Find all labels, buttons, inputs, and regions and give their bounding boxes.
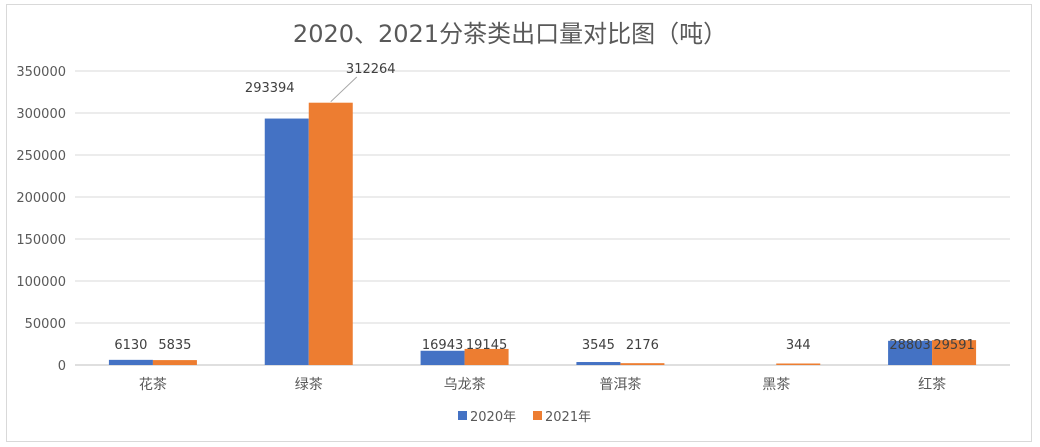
data-label: 6130: [114, 338, 147, 353]
bar: [420, 350, 465, 365]
legend-entry: 2020年: [470, 410, 516, 425]
bar: [776, 363, 821, 365]
data-label: 29591: [933, 338, 974, 353]
y-tick-label: 300000: [16, 107, 66, 122]
x-category-label: 乌龙茶: [444, 377, 486, 393]
data-label: 344: [786, 338, 811, 353]
data-label: 28803: [889, 338, 930, 353]
gridlines: [75, 70, 1010, 366]
legend-swatch: [533, 411, 542, 420]
y-tick-label: 50000: [25, 317, 66, 332]
data-label: 16943: [422, 338, 463, 353]
bar: [264, 118, 309, 365]
bar: [152, 360, 197, 365]
bar: [308, 102, 353, 365]
legend-entry: 2021年: [545, 410, 591, 425]
y-axis-ticks: 0 50000 100000 150000 200000 250000 300000 3500…: [16, 65, 66, 374]
data-labels: 6130 5835 293394 312264 16943 19145 3545 2176 34…: [114, 62, 974, 353]
data-label: 19145: [466, 338, 507, 353]
y-tick-label: 0: [58, 359, 66, 374]
y-tick-label: 200000: [16, 191, 66, 206]
bar: [932, 340, 977, 365]
data-label: 5835: [158, 338, 191, 353]
bar: [576, 362, 621, 365]
x-category-label: 普洱茶: [599, 377, 641, 393]
y-tick-label: 250000: [16, 149, 66, 164]
data-label: 3545: [582, 338, 615, 353]
y-tick-label: 350000: [16, 65, 66, 80]
chart-frame: [6, 4, 1032, 442]
x-category-label: 绿茶: [295, 377, 323, 393]
data-label: 293394: [245, 81, 295, 96]
leader-line: [330, 76, 358, 103]
y-tick-label: 150000: [16, 233, 66, 248]
x-category-label: 红茶: [918, 377, 946, 393]
bar: [620, 363, 665, 365]
chart-title: 2020、2021分茶类出口量对比图（吨）: [293, 20, 727, 48]
legend: 2020年 2021年: [458, 410, 591, 425]
legend-swatch: [458, 411, 467, 420]
bar: [464, 348, 509, 365]
bar: [108, 359, 153, 365]
y-tick-label: 100000: [16, 275, 66, 290]
data-label: 2176: [626, 338, 659, 353]
bars: [108, 102, 977, 365]
data-label: 312264: [346, 62, 396, 77]
x-category-label: 花茶: [139, 377, 167, 393]
bar: [888, 340, 933, 365]
x-axis-categories: 花茶 绿茶 乌龙茶 普洱茶 黑茶 红茶: [139, 377, 946, 393]
x-category-label: 黑茶: [762, 377, 790, 393]
